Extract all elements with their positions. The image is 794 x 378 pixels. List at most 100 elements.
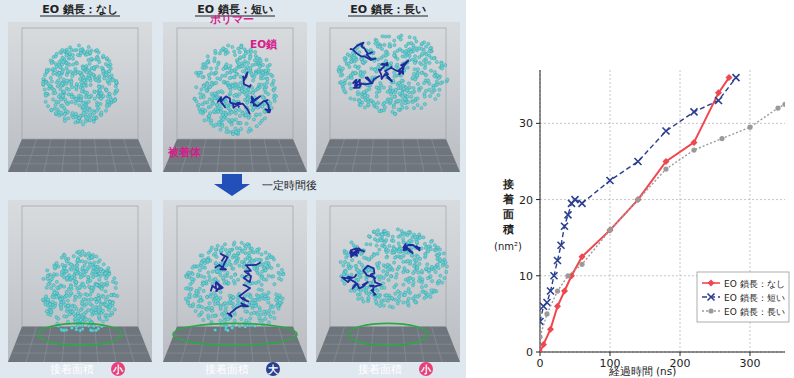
polymer-atom: [205, 86, 208, 89]
polymer-atom: [233, 53, 236, 56]
polymer-atom: [105, 89, 108, 92]
polymer-atom: [428, 61, 431, 64]
polymer-atom: [70, 100, 73, 103]
polymer-atom: [259, 319, 262, 322]
polymer-atom: [45, 70, 48, 73]
polymer-atom: [260, 283, 263, 286]
polymer-atom: [46, 274, 49, 277]
polymer-atom: [92, 66, 95, 69]
polymer-atom: [269, 102, 272, 105]
polymer-atom: [71, 74, 74, 77]
polymer-atom: [187, 302, 190, 305]
polymer-atom: [215, 255, 218, 258]
polymer-atom: [91, 304, 94, 307]
polymer-atom: [402, 88, 405, 91]
polymer-atom: [56, 85, 59, 88]
polymer-atom: [105, 57, 108, 60]
polymer-atom: [111, 302, 114, 305]
polymer-atom: [74, 98, 77, 101]
polymer-atom: [207, 314, 210, 317]
polymer-atom: [98, 259, 101, 262]
polymer-atom: [216, 91, 219, 94]
polymer-atom: [61, 70, 64, 73]
polymer-atom: [246, 65, 249, 68]
polymer-atom: [65, 260, 68, 263]
polymer-atom: [203, 276, 206, 279]
adherend-floor: [163, 326, 307, 362]
polymer-atom: [413, 61, 416, 64]
polymer-atom: [257, 295, 260, 298]
polymer-atom: [93, 90, 96, 93]
polymer-atom: [235, 67, 238, 70]
simulation-box: [163, 200, 307, 362]
eo-chain: [257, 100, 270, 113]
polymer-atom: [47, 283, 50, 286]
polymer-atom: [200, 261, 203, 264]
polymer-atom: [107, 70, 110, 73]
polymer-atom: [226, 81, 229, 84]
polymer-atom: [89, 113, 92, 116]
polymer-atom: [50, 80, 53, 83]
polymer-atom: [60, 256, 63, 259]
polymer-atom: [205, 280, 208, 283]
polymer-atom: [235, 131, 238, 134]
polymer-atom: [376, 58, 379, 61]
polymer-atom: [79, 329, 82, 332]
polymer-atom: [220, 249, 223, 252]
floor-grid: [15, 155, 145, 156]
polymer-atom: [236, 61, 239, 64]
polymer-atom: [202, 289, 205, 292]
polymer-atom: [219, 305, 222, 308]
polymer-atom: [71, 54, 74, 57]
polymer-atom: [260, 276, 263, 279]
polymer-atom: [239, 57, 242, 60]
polymer-atom: [259, 74, 262, 77]
polymer-atom: [105, 303, 108, 306]
polymer-atom: [273, 99, 276, 102]
polymer-atom: [236, 251, 239, 254]
polymer-atom: [62, 90, 65, 93]
polymer-atom: [249, 55, 252, 58]
polymer-atom: [214, 49, 217, 52]
polymer-atom: [76, 312, 79, 315]
polymer-atom: [209, 67, 212, 70]
polymer-atom: [197, 103, 200, 106]
polymer-atom: [418, 56, 421, 59]
polymer-atom: [425, 74, 428, 77]
polymer-atom: [257, 280, 260, 283]
polymer-atom: [45, 286, 48, 289]
polymer-atom: [204, 109, 207, 112]
polymer-atom: [237, 252, 240, 255]
polymer-atom: [89, 263, 92, 266]
polymer-atom: [230, 123, 233, 126]
polymer-atom: [257, 288, 260, 291]
polymer-atom: [267, 274, 270, 277]
polymer-atom: [210, 92, 213, 95]
polymer-atom: [44, 295, 47, 298]
polymer-atom: [110, 311, 113, 314]
polymer-atom: [95, 255, 98, 258]
polymer-atom: [219, 319, 222, 322]
polymer-atom: [49, 59, 52, 62]
header-underline: [348, 16, 428, 17]
polymer-atom: [79, 71, 82, 74]
polymer-atom: [400, 103, 403, 106]
polymer-atom: [100, 111, 103, 114]
polymer-atom: [251, 92, 254, 95]
floor-grid: [12, 353, 149, 354]
polymer-atom: [74, 112, 77, 115]
polymer-atom: [202, 258, 205, 261]
polymer-atom: [273, 283, 276, 286]
polymer-atom: [207, 251, 210, 254]
polymer-atom: [97, 94, 100, 97]
polymer-atom: [231, 84, 234, 87]
polymer-atom: [61, 94, 64, 97]
polymer-atom: [237, 278, 240, 281]
polymer-atom: [244, 310, 247, 313]
polymer-atom: [216, 270, 219, 273]
polymer-atom: [263, 266, 266, 269]
polymer-atom: [46, 269, 49, 272]
polymer-atom: [430, 46, 433, 49]
polymer-atom: [200, 311, 203, 314]
polymer-atom: [98, 88, 101, 91]
